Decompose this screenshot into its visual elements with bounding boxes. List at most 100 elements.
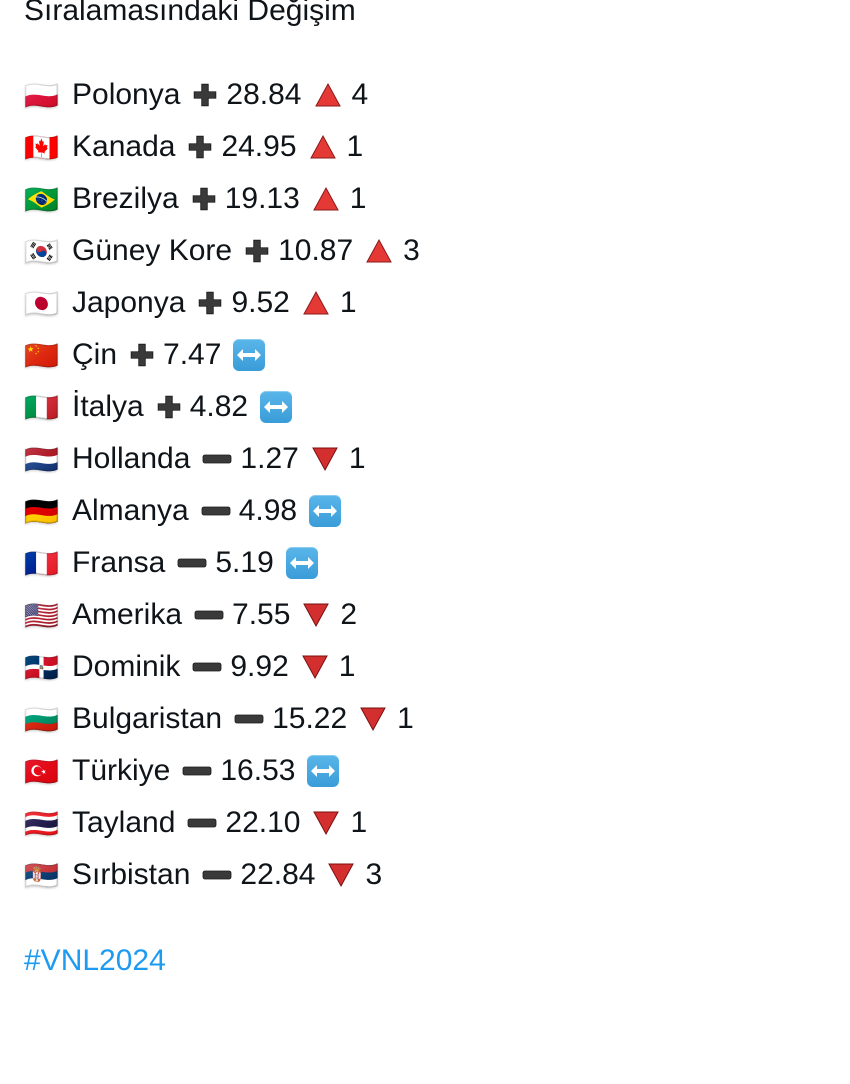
country-name: Çin: [72, 338, 117, 372]
minus-icon: [201, 504, 231, 518]
country-name: Hollanda: [72, 442, 190, 476]
country-name: Amerika: [72, 598, 182, 632]
flag-icon: 🇩🇴: [24, 651, 64, 684]
down-triangle-icon: [301, 654, 329, 680]
flag-icon: 🇮🇹: [24, 391, 64, 424]
plus-icon: [191, 186, 217, 212]
minus-icon: [202, 868, 232, 882]
ranking-row: 🇩🇴Dominik 9.92 1: [24, 650, 826, 684]
point-value: 28.84: [226, 78, 301, 112]
plus-icon: [156, 394, 182, 420]
ranking-row: 🇯🇵Japonya 9.52 1: [24, 286, 826, 320]
page-title: Sıralamasındaki Değişim: [24, 0, 826, 28]
minus-icon: [192, 660, 222, 674]
minus-sign: [194, 608, 224, 622]
plus-icon: [197, 290, 223, 316]
minus-sign: [202, 868, 232, 882]
point-value: 9.52: [231, 286, 289, 320]
flag-icon: 🇳🇱: [24, 443, 64, 476]
point-value: 9.92: [230, 650, 288, 684]
same-icon: [233, 339, 265, 371]
minus-icon: [177, 556, 207, 570]
ranking-row: 🇰🇷Güney Kore 10.87 3: [24, 234, 826, 268]
rank-same: [307, 755, 339, 787]
down-triangle-icon: [327, 862, 355, 888]
up-triangle-icon: [309, 134, 337, 160]
flag-icon: 🇧🇬: [24, 703, 64, 736]
country-name: Polonya: [72, 78, 180, 112]
flag-icon: 🇷🇸: [24, 859, 64, 892]
point-value: 15.22: [272, 702, 347, 736]
rank-down: [359, 706, 387, 732]
rank-change-value: 1: [347, 130, 364, 164]
country-name: Fransa: [72, 546, 165, 580]
rank-same: [260, 391, 292, 423]
ranking-row: 🇧🇬Bulgaristan 15.22 1: [24, 702, 826, 736]
point-value: 19.13: [225, 182, 300, 216]
plus-icon: [244, 238, 270, 264]
rank-same: [286, 547, 318, 579]
plus-icon: [192, 82, 218, 108]
minus-icon: [194, 608, 224, 622]
rank-change-value: 3: [403, 234, 420, 268]
down-triangle-icon: [302, 602, 330, 628]
point-value: 4.98: [239, 494, 297, 528]
ranking-row: 🇨🇳Çin 7.47: [24, 338, 826, 372]
up-triangle-icon: [302, 290, 330, 316]
country-name: Bulgaristan: [72, 702, 222, 736]
point-value: 22.84: [240, 858, 315, 892]
point-value: 5.19: [215, 546, 273, 580]
ranking-row: 🇧🇷Brezilya 19.13 1: [24, 182, 826, 216]
point-value: 16.53: [220, 754, 295, 788]
point-value: 7.55: [232, 598, 290, 632]
same-icon: [309, 495, 341, 527]
plus-sign: [191, 186, 217, 212]
hashtag-link[interactable]: #VNL2024: [24, 944, 826, 978]
minus-sign: [202, 452, 232, 466]
country-name: Dominik: [72, 650, 180, 684]
ranking-row: 🇹🇷Türkiye 16.53: [24, 754, 826, 788]
up-triangle-icon: [312, 186, 340, 212]
flag-icon: 🇹🇷: [24, 755, 64, 788]
plus-sign: [197, 290, 223, 316]
rank-change-value: 2: [340, 598, 357, 632]
rank-change-value: 1: [340, 286, 357, 320]
rank-change-value: 1: [349, 442, 366, 476]
rank-up: [309, 134, 337, 160]
flag-icon: 🇰🇷: [24, 235, 64, 268]
plus-sign: [192, 82, 218, 108]
point-value: 10.87: [278, 234, 353, 268]
minus-icon: [182, 764, 212, 778]
minus-sign: [177, 556, 207, 570]
plus-icon: [187, 134, 213, 160]
ranking-row: 🇷🇸Sırbistan 22.84 3: [24, 858, 826, 892]
point-value: 1.27: [240, 442, 298, 476]
flag-icon: 🇺🇸: [24, 599, 64, 632]
country-name: Japonya: [72, 286, 185, 320]
rank-change-value: 1: [350, 182, 367, 216]
up-triangle-icon: [365, 238, 393, 264]
country-name: Almanya: [72, 494, 189, 528]
up-triangle-icon: [314, 82, 342, 108]
rank-down: [327, 862, 355, 888]
flag-icon: 🇩🇪: [24, 495, 64, 528]
ranking-row: 🇮🇹İtalya 4.82: [24, 390, 826, 424]
rank-up: [365, 238, 393, 264]
rank-up: [302, 290, 330, 316]
minus-sign: [187, 816, 217, 830]
rank-down: [301, 654, 329, 680]
minus-sign: [201, 504, 231, 518]
rank-up: [312, 186, 340, 212]
rank-down: [311, 446, 339, 472]
rank-down: [302, 602, 330, 628]
ranking-row: 🇹🇭Tayland 22.10 1: [24, 806, 826, 840]
plus-icon: [129, 342, 155, 368]
country-name: Kanada: [72, 130, 175, 164]
rank-change-value: 4: [352, 78, 369, 112]
minus-sign: [182, 764, 212, 778]
down-triangle-icon: [359, 706, 387, 732]
flag-icon: 🇹🇭: [24, 807, 64, 840]
rank-change-value: 1: [397, 702, 414, 736]
point-value: 22.10: [225, 806, 300, 840]
ranking-row: 🇳🇱Hollanda 1.27 1: [24, 442, 826, 476]
